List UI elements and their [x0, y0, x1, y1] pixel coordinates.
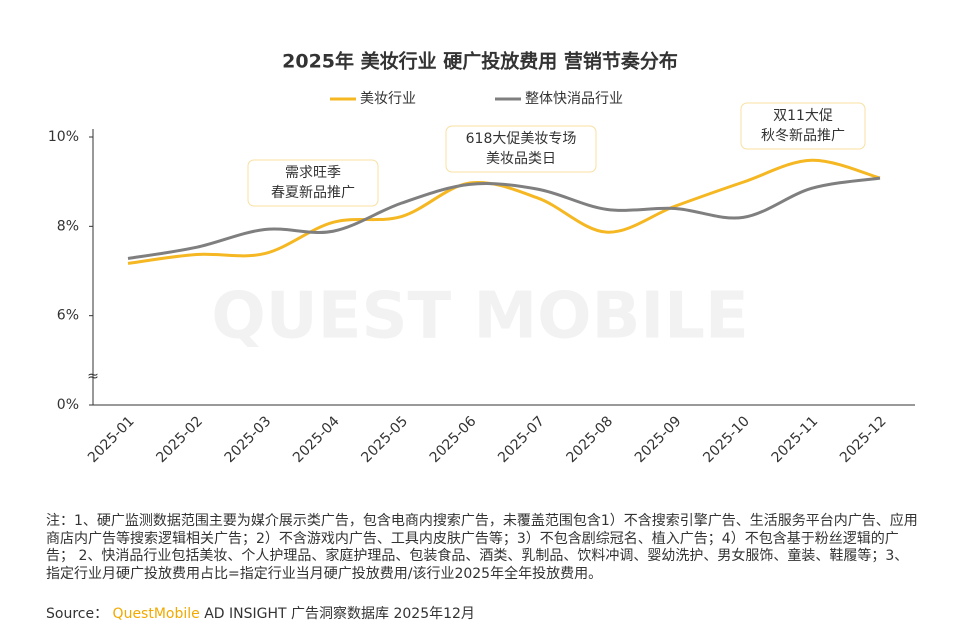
- annotation-box: [247, 159, 379, 207]
- x-tick-label: 2025-10: [700, 413, 753, 466]
- note: 注：1、硬广监测数据范围主要为媒介展示类广告，包含电商内搜索广告，未覆盖范围包含…: [46, 513, 918, 582]
- x-tick-label: 2025-06: [427, 413, 480, 466]
- annotation-text: 秋冬新品推广: [761, 128, 845, 144]
- x-tick-label: 2025-07: [495, 413, 548, 466]
- y-tick-label: 10%: [48, 129, 79, 145]
- x-tick-label: 2025-08: [564, 413, 617, 466]
- source-text: AD INSIGHT 广告洞察数据库 2025年12月: [204, 606, 475, 622]
- x-tick-label: 2025-01: [85, 413, 138, 466]
- legend-label: 整体快消品行业: [525, 91, 623, 107]
- source-brand: QuestMobile: [112, 606, 200, 622]
- series-line: [127, 158, 881, 265]
- annotation-box: [445, 125, 597, 173]
- annotation-box: [740, 102, 866, 150]
- source-label: Source：: [46, 606, 109, 622]
- x-tick-label: 2025-05: [358, 413, 411, 466]
- annotation-text: 618大促美妆专场: [466, 131, 577, 147]
- y-tick-label: 6%: [57, 308, 79, 324]
- source: Source： QuestMobile AD INSIGHT 广告洞察数据库 2…: [46, 603, 475, 623]
- legend-label: 美妆行业: [360, 91, 416, 107]
- x-tick-label: 2025-11: [769, 413, 822, 466]
- x-tick-label: 2025-02: [153, 413, 206, 466]
- x-tick-label: 2025-09: [632, 413, 685, 466]
- chart-title: 2025年 美妆行业 硬广投放费用 营销节奏分布: [282, 50, 678, 73]
- x-tick-label: 2025-04: [290, 413, 343, 466]
- annotation-text: 双11大促: [773, 108, 833, 124]
- y-tick-label: 0%: [57, 397, 79, 413]
- annotation-text: 春夏新品推广: [271, 185, 355, 201]
- y-tick-label: 8%: [57, 218, 79, 234]
- annotation-text: 需求旺季: [285, 165, 341, 181]
- x-tick-label: 2025-12: [837, 413, 890, 466]
- x-tick-label: 2025-03: [222, 413, 275, 466]
- watermark: QUEST MOBILE: [211, 280, 748, 354]
- axis-break: ≈: [87, 368, 99, 384]
- annotation-text: 美妆品类日: [486, 151, 556, 167]
- series-line: [127, 176, 881, 260]
- chart: 2025年 美妆行业 硬广投放费用 营销节奏分布 QUEST MOBILE ≈0…: [48, 50, 915, 466]
